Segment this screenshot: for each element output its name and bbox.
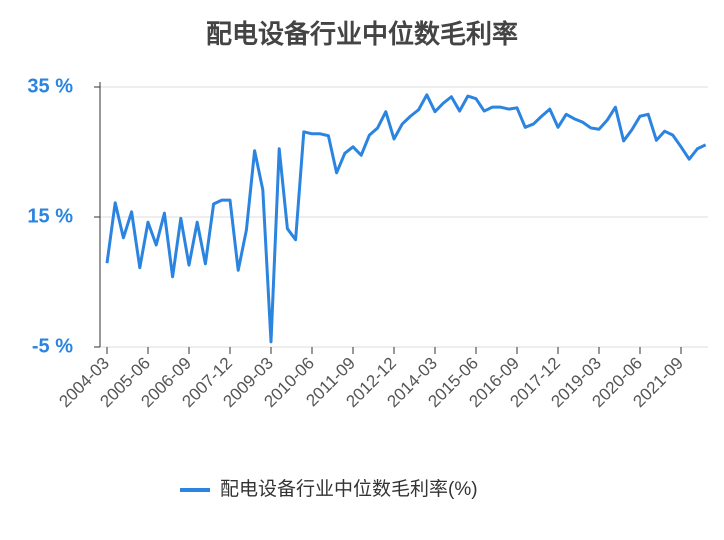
y-tick-label: 15 % [27,205,73,227]
line [105,93,707,344]
chart-title: 配电设备行业中位数毛利率 [206,19,518,49]
legend-label: 配电设备行业中位数毛利率(%) [220,478,478,500]
y-tick-label: 35 % [27,75,73,97]
y-tick-label: -5 % [32,335,73,357]
